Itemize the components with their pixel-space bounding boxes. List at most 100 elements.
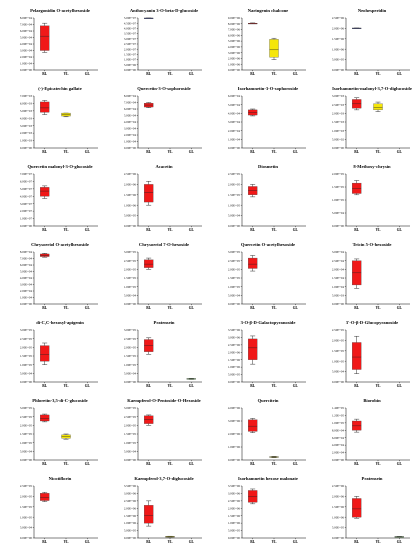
x-tick-label: BL <box>42 462 47 466</box>
chart-panel: Quercetin O-acetylhexoside 0.00E+00 5.00E+… <box>228 242 306 310</box>
chart-title: Quercetin-3-O-sophoroside <box>137 86 190 91</box>
y-tick-label: 8.00E+04 <box>20 16 33 20</box>
y-tick-label: 5.00E+05 <box>228 373 241 377</box>
y-tick-label: 7.00E+03 <box>20 94 33 98</box>
y-tick-label: 2.50E+05 <box>124 259 137 263</box>
y-tick-label: 1.00E+05 <box>20 363 33 367</box>
x-tick-label: GL <box>293 462 299 466</box>
y-tick-label: 0.00E+00 <box>228 224 241 228</box>
x-tick-label: YL <box>272 462 278 466</box>
x-tick-label: YL <box>376 150 382 154</box>
y-tick-label: 1.50E+05 <box>124 354 137 358</box>
y-tick-label: 3.00E+04 <box>20 283 33 287</box>
x-tick-label: GL <box>189 306 195 310</box>
y-tick-label: 1.50E+06 <box>228 514 241 518</box>
y-tick-label: 2.00E+05 <box>332 339 345 343</box>
y-tick-label: 2.50E+06 <box>332 16 345 20</box>
y-tick-label: 1.00E+05 <box>20 515 33 519</box>
y-tick-label: 6.00E+03 <box>20 102 33 106</box>
y-tick-label: 1.00E+04 <box>20 296 33 300</box>
y-tick-label: 4.50E+07 <box>124 21 137 25</box>
x-tick-label: BL <box>250 228 255 232</box>
y-tick-label: 1.50E+05 <box>332 349 345 353</box>
y-tick-label: 2.00E+06 <box>228 506 241 510</box>
chart-title: 3-O-β-D-Galactopyranoside <box>241 320 296 325</box>
x-tick-label: BL <box>146 72 151 76</box>
box <box>248 257 258 269</box>
chart-panel: Naringenin chalcone 0.00E+00 1.00E+062.00E… <box>228 8 306 76</box>
y-tick-label: 2.00E+04 <box>332 267 345 271</box>
box <box>40 414 50 422</box>
y-tick-label: 8.00E+04 <box>332 428 345 432</box>
chart-title: Phloretin-3,5-di-C-glucoside <box>32 398 87 403</box>
x-tick-label: GL <box>189 72 195 76</box>
y-tick-label: 5.00E+05 <box>124 214 137 218</box>
box <box>144 415 154 424</box>
box <box>144 184 154 203</box>
y-tick-label: 5.00E+04 <box>20 371 33 375</box>
box <box>248 419 258 432</box>
chart-title: (-)-Epicatechin gallate <box>38 86 82 91</box>
y-tick-label: 3.50E+07 <box>124 32 137 36</box>
y-tick-label: 1.00E+03 <box>332 129 345 133</box>
chart-panel: Quercetin-3-O-sophoroside 0.00E+00 1.00E+0… <box>124 86 202 154</box>
chart-title: Quercetin O-acetylhexoside <box>241 242 295 247</box>
y-tick-label: 1.00E+05 <box>332 198 345 202</box>
chart-title: Quercitrin <box>258 398 279 403</box>
y-tick-label: 1.50E+06 <box>332 37 345 41</box>
y-tick-label: 2.50E+04 <box>332 259 345 263</box>
x-tick-label: GL <box>397 228 403 232</box>
chart-panel: Pratensein 0.00E+00 5.00E+04 1.00E+05 1.50E+… <box>124 320 202 388</box>
y-tick-label: 2.00E+05 <box>228 267 241 271</box>
y-tick-label: 2.00E+05 <box>20 495 33 499</box>
y-tick-label: 2.50E+05 <box>124 337 137 341</box>
chart-panel: Diosmetin 0.00E+00 5.00E+04 1.00E+05 1.50E+0… <box>228 164 306 232</box>
x-tick-label: GL <box>293 384 299 388</box>
x-tick-label: GL <box>397 72 403 76</box>
y-tick-label: 5.00E+04 <box>228 214 241 218</box>
box <box>269 39 279 58</box>
chart-panel: Biorobin 0.00E+00 2.00E+04 4.00E+04 6.00E+04… <box>332 398 410 466</box>
y-tick-label: 7.00E+04 <box>20 257 33 261</box>
x-tick-label: YL <box>64 150 70 154</box>
chart-title: Pelargonidin O-acetylhexoside <box>30 8 90 13</box>
y-tick-label: 0.00E+00 <box>228 458 241 462</box>
x-tick-label: YL <box>168 228 174 232</box>
x-tick-label: YL <box>272 384 278 388</box>
y-tick-label: 3.00E+04 <box>332 250 345 254</box>
y-tick-label: 5.00E+06 <box>124 63 137 67</box>
x-tick-label: BL <box>42 540 47 544</box>
y-tick-label: 1.00E+05 <box>124 285 137 289</box>
y-tick-label: 2.50E+05 <box>332 328 345 332</box>
y-tick-label: 3.50E+06 <box>228 484 241 488</box>
y-tick-label: 5.00E+03 <box>332 293 345 297</box>
x-tick-label: BL <box>354 306 359 310</box>
y-tick-label: 5.00E+03 <box>20 109 33 113</box>
y-tick-label: 5.00E+04 <box>124 449 137 453</box>
y-tick-label: 1.50E+04 <box>332 276 345 280</box>
y-tick-label: 5.00E+04 <box>20 36 33 40</box>
y-tick-label: 2.00E+04 <box>20 289 33 293</box>
y-tick-label: 2.00E+04 <box>332 451 345 455</box>
y-tick-label: 2.00E+07 <box>124 47 137 51</box>
chart-panel: Isorhamnetin-malonyl-3,7-O-diglucoside 0.… <box>332 86 412 154</box>
y-tick-label: 1.50E+05 <box>228 276 241 280</box>
chart-title: Kaempferol-O-Pentoside-O-Hexoside <box>127 398 200 403</box>
y-tick-label: 3.00E+03 <box>20 124 33 128</box>
x-tick-label: GL <box>85 228 91 232</box>
y-tick-label: 2.00E+03 <box>332 111 345 115</box>
y-tick-label: 0.00E+00 <box>20 536 33 540</box>
x-tick-label: GL <box>189 228 195 232</box>
chart-panel: Tricin 5-O-hexoside 0.00E+00 5.00E+03 1.00E… <box>332 242 410 310</box>
y-tick-label: 5.00E+04 <box>332 211 345 215</box>
y-tick-label: 2.00E+06 <box>332 495 345 499</box>
y-tick-label: 5.00E+04 <box>124 371 137 375</box>
y-tick-label: 1.50E+05 <box>20 432 33 436</box>
y-tick-label: 1.50E+05 <box>124 276 137 280</box>
y-tick-label: 3.00E+05 <box>124 328 137 332</box>
y-tick-label: 5.00E+04 <box>20 270 33 274</box>
y-tick-label: 4.00E+04 <box>124 120 137 124</box>
chart-panel: Quercitrin 0.00E+00 1.00E+06 2.00E+06 3.00E+… <box>228 398 306 466</box>
box <box>373 103 383 111</box>
y-tick-label: 5.00E+05 <box>124 529 137 533</box>
